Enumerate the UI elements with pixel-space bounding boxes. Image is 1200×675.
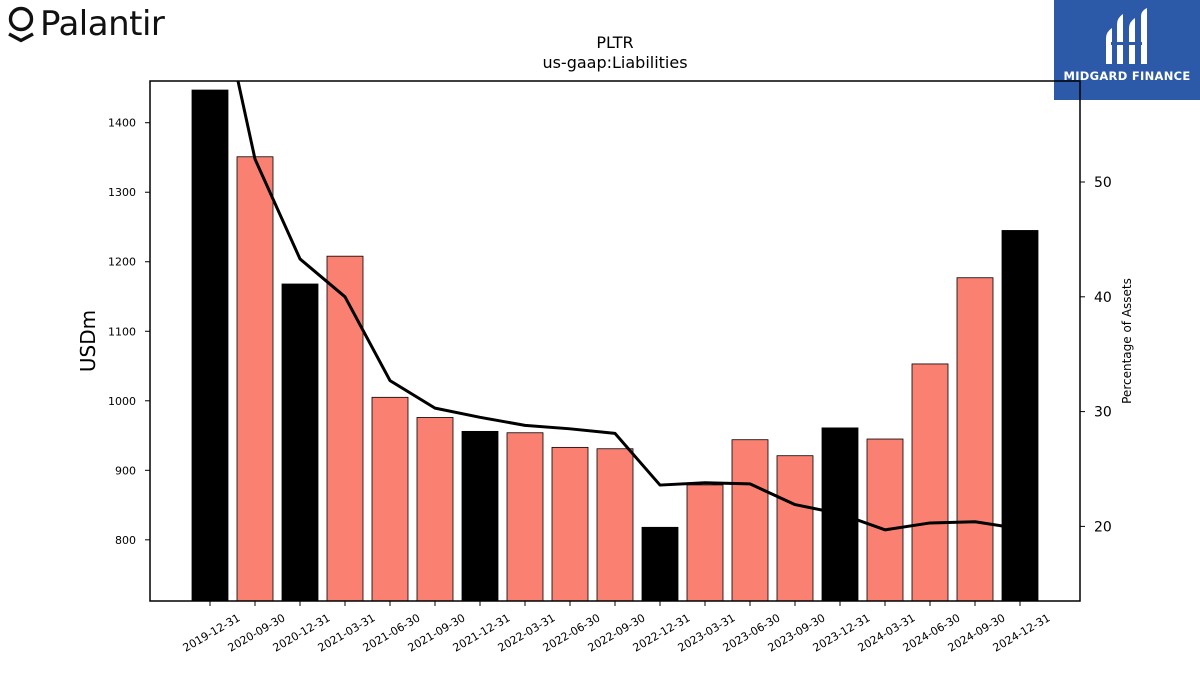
chart-title: PLTR [596,33,633,52]
bar [1001,230,1039,601]
line-group [236,81,1021,532]
y2-tick-label: 20 [1094,519,1112,535]
bar [776,455,814,601]
bar [551,446,589,601]
y2-tick-label: 50 [1094,175,1112,191]
bar [236,156,274,601]
bar [956,277,994,601]
y2-tick-label: 30 [1094,405,1112,421]
bar [281,283,319,601]
bar [731,439,769,601]
right-axis-ticks: 20 30 40 50 [1080,175,1112,535]
bar [371,396,409,601]
bar-group [191,89,1039,601]
bar [641,526,679,601]
bar [326,255,364,601]
y-tick-label: 1200 [108,256,136,269]
y2-axis-label: Percentage of Assets [1120,278,1134,404]
chart-subtitle: us-gaap:Liabilities [542,53,687,72]
left-axis-ticks: 800 900 1000 1100 1200 1300 1400 [108,117,150,547]
y2-tick-label: 40 [1094,290,1112,306]
percentage-line [236,81,1021,532]
y-tick-label: 1400 [108,117,136,130]
y-axis-label: USDm [76,310,100,372]
midgard-logo-text: MIDGARD FINANCE [1063,69,1191,83]
y-tick-label: 1000 [108,395,136,408]
bar [461,430,499,601]
bar [506,432,544,601]
bar [416,417,454,601]
palantir-logo: Palantir [6,4,165,44]
palantir-logo-text: Palantir [40,4,165,44]
midgard-finance-logo: MIDGARD FINANCE [1054,0,1200,100]
y-tick-label: 1100 [108,325,136,338]
palantir-logo-icon [8,6,34,43]
y-tick-label: 800 [115,534,136,547]
bar [911,363,949,601]
midgard-logo-icon [1106,8,1147,64]
y-tick-label: 1300 [108,186,136,199]
bar [686,484,724,601]
bar [866,438,904,601]
bar [596,448,634,601]
bar [191,89,229,601]
y-tick-label: 900 [115,464,136,477]
x-axis-ticks: 2019-12-312020-09-302020-12-312021-03-31… [181,601,1053,655]
